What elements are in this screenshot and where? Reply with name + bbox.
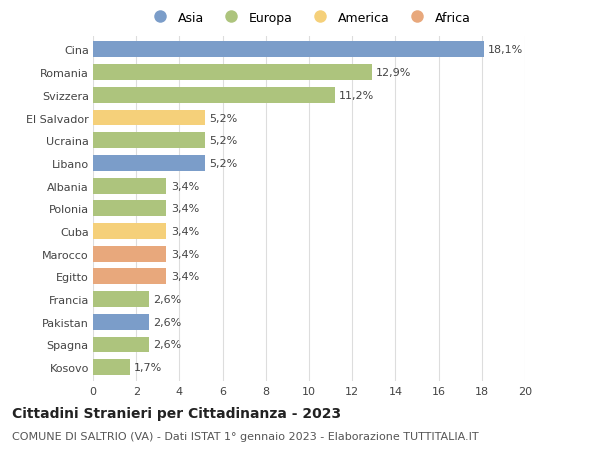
Text: 1,7%: 1,7% bbox=[134, 363, 162, 372]
Text: 3,4%: 3,4% bbox=[171, 272, 199, 282]
Text: 3,4%: 3,4% bbox=[171, 226, 199, 236]
Bar bbox=[93, 110, 205, 126]
Bar bbox=[93, 337, 149, 353]
Text: 12,9%: 12,9% bbox=[376, 68, 412, 78]
Bar bbox=[93, 133, 205, 149]
Text: 5,2%: 5,2% bbox=[209, 136, 238, 146]
Bar bbox=[93, 42, 484, 58]
Text: 3,4%: 3,4% bbox=[171, 204, 199, 214]
Bar bbox=[93, 314, 149, 330]
Text: 2,6%: 2,6% bbox=[154, 340, 182, 350]
Text: 2,6%: 2,6% bbox=[154, 317, 182, 327]
Bar bbox=[93, 291, 149, 308]
Bar bbox=[93, 269, 166, 285]
Text: 5,2%: 5,2% bbox=[209, 113, 238, 123]
Legend: Asia, Europa, America, Africa: Asia, Europa, America, Africa bbox=[145, 9, 473, 27]
Text: 3,4%: 3,4% bbox=[171, 249, 199, 259]
Bar bbox=[93, 246, 166, 262]
Text: 2,6%: 2,6% bbox=[154, 294, 182, 304]
Bar bbox=[93, 156, 205, 172]
Text: COMUNE DI SALTRIO (VA) - Dati ISTAT 1° gennaio 2023 - Elaborazione TUTTITALIA.IT: COMUNE DI SALTRIO (VA) - Dati ISTAT 1° g… bbox=[12, 431, 479, 442]
Text: Cittadini Stranieri per Cittadinanza - 2023: Cittadini Stranieri per Cittadinanza - 2… bbox=[12, 406, 341, 420]
Bar bbox=[93, 88, 335, 104]
Bar bbox=[93, 178, 166, 194]
Text: 18,1%: 18,1% bbox=[488, 45, 524, 55]
Bar bbox=[93, 65, 371, 81]
Bar bbox=[93, 359, 130, 375]
Bar bbox=[93, 224, 166, 240]
Bar bbox=[93, 201, 166, 217]
Text: 3,4%: 3,4% bbox=[171, 181, 199, 191]
Text: 11,2%: 11,2% bbox=[339, 90, 374, 101]
Text: 5,2%: 5,2% bbox=[209, 158, 238, 168]
